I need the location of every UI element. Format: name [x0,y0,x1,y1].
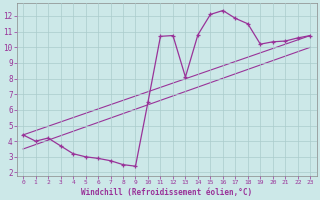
X-axis label: Windchill (Refroidissement éolien,°C): Windchill (Refroidissement éolien,°C) [81,188,252,197]
